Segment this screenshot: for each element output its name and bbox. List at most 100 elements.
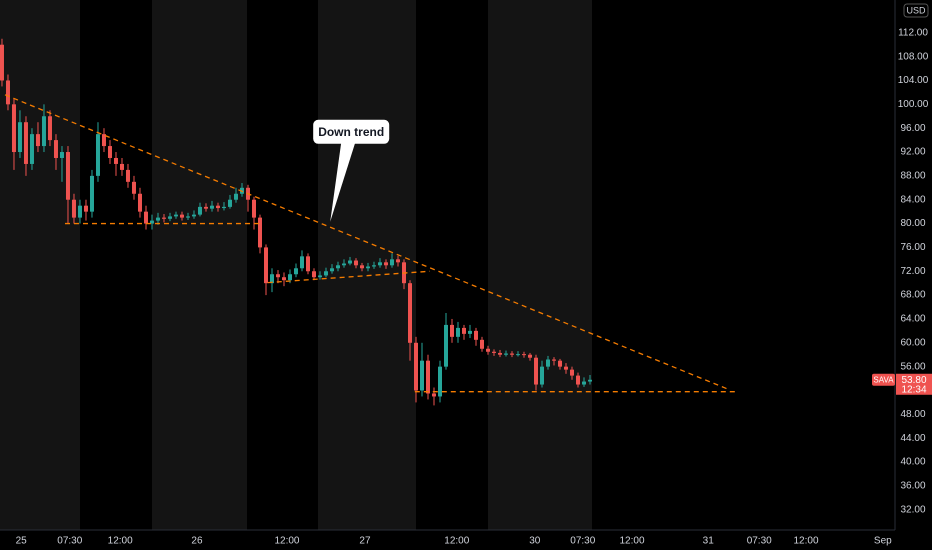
y-tick-label: 44.00 <box>900 433 925 444</box>
session-band <box>318 0 416 530</box>
y-tick-label: 68.00 <box>900 290 925 301</box>
y-tick-label: 92.00 <box>900 147 925 158</box>
candle-body <box>546 359 551 367</box>
currency-box[interactable] <box>903 3 929 18</box>
candle-body <box>203 206 208 209</box>
candle-body <box>257 217 262 248</box>
candle-body <box>317 275 322 278</box>
candle-body <box>35 134 40 147</box>
candle-body <box>329 268 334 272</box>
candle-body <box>389 259 394 266</box>
candle-body <box>377 262 382 266</box>
candle-body <box>510 353 515 355</box>
candle-body <box>65 152 70 200</box>
y-tick-label: 108.00 <box>898 51 929 62</box>
currency[interactable]: USD <box>906 5 926 15</box>
candle-body <box>323 271 328 276</box>
axes: 32.0036.0040.0044.0048.0052.0056.0060.00… <box>16 27 932 547</box>
session-band <box>488 0 592 530</box>
candle-body <box>425 360 430 394</box>
y-tick-label: 100.00 <box>898 99 929 110</box>
candle-body <box>498 352 503 355</box>
candle-body <box>275 274 280 278</box>
session-band <box>0 0 80 530</box>
candle-body <box>582 381 587 385</box>
candle-body <box>540 366 545 385</box>
candle-body <box>347 260 352 264</box>
candle-body <box>335 265 340 269</box>
candle-body <box>179 214 184 218</box>
x-tick-label: 07:30 <box>747 536 772 547</box>
candle-body <box>437 366 442 397</box>
candle-body <box>17 122 22 153</box>
candle-body <box>23 122 28 164</box>
y-tick-label: 72.00 <box>900 266 925 277</box>
candle-body <box>395 259 400 263</box>
candle-body <box>516 354 521 356</box>
candle-body <box>149 220 154 224</box>
y-tick-label: 76.00 <box>900 242 925 253</box>
x-tick-label: 25 <box>16 536 28 547</box>
candle-body <box>365 266 370 269</box>
candle-body <box>528 354 533 358</box>
y-tick-label: 48.00 <box>900 409 925 420</box>
candle-body <box>456 327 461 337</box>
candle-body <box>281 277 286 281</box>
candle-body <box>59 152 64 158</box>
x-tick-label: 27 <box>359 536 371 547</box>
candle-body <box>462 327 467 334</box>
candles <box>0 38 593 406</box>
x-tick-label: 12:00 <box>444 536 469 547</box>
candle-body <box>107 146 112 158</box>
annotations: Down trend <box>313 119 390 222</box>
candle-body <box>11 104 16 153</box>
x-tick-label: 12:00 <box>619 536 644 547</box>
candle-body <box>588 379 593 382</box>
candle-body <box>522 354 527 356</box>
candle-body <box>227 199 232 207</box>
candle-body <box>413 342 418 391</box>
candle-body <box>185 216 190 218</box>
candle-body <box>221 206 226 209</box>
candle-body <box>269 274 274 284</box>
x-tick-label: 07:30 <box>570 536 595 547</box>
x-tick-label: Sep <box>874 536 892 547</box>
candle-body <box>263 247 268 284</box>
callout-pointer <box>330 142 356 222</box>
symbol-label: SAVA <box>873 375 894 384</box>
candle-body <box>95 134 100 176</box>
callout-text: Down trend <box>318 125 384 139</box>
candle-body <box>534 357 539 385</box>
candle-body <box>197 206 202 215</box>
candle-body <box>167 216 172 219</box>
candle-body <box>407 283 412 343</box>
session-band <box>152 0 247 530</box>
candle-body <box>233 193 238 200</box>
y-tick-label: 104.00 <box>898 75 929 86</box>
candle-body <box>419 360 424 391</box>
candle-body <box>468 330 473 334</box>
trendline <box>4 94 731 391</box>
countdown-label: 12:34 <box>901 384 926 395</box>
candle-body <box>209 205 214 209</box>
candle-body <box>564 366 569 370</box>
candle-body <box>71 199 76 218</box>
candle-body <box>371 265 376 267</box>
candle-body <box>0 44 4 81</box>
candle-body <box>125 169 130 182</box>
y-tick-label: 40.00 <box>900 457 925 468</box>
y-tick-label: 88.00 <box>900 171 925 182</box>
candle-body <box>41 116 46 147</box>
candle-body <box>450 324 455 337</box>
y-tick-label: 96.00 <box>900 123 925 134</box>
y-tick-label: 36.00 <box>900 481 925 492</box>
candle-body <box>305 256 310 272</box>
candle-body <box>215 205 220 209</box>
y-tick-label: 80.00 <box>900 218 925 229</box>
y-tick-label: 56.00 <box>900 361 925 372</box>
candle-body <box>161 217 166 219</box>
x-tick-label: 12:00 <box>274 536 299 547</box>
symbol-tag <box>872 373 895 386</box>
candle-body <box>311 271 316 278</box>
